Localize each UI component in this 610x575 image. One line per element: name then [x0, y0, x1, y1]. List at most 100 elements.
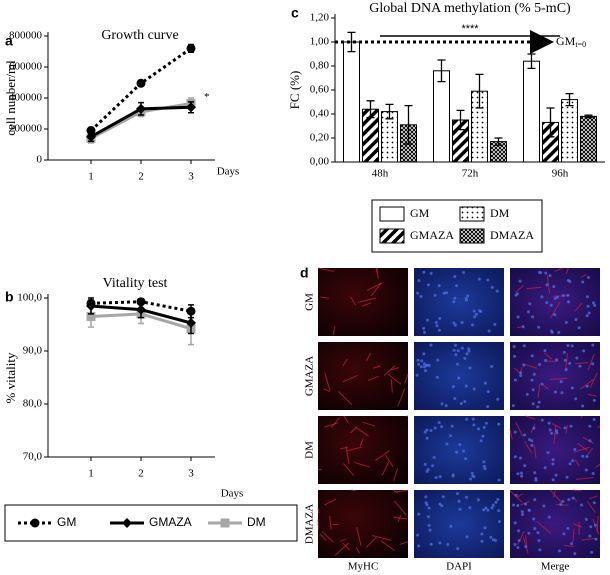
- fiber: [334, 542, 350, 556]
- nucleus: [496, 498, 500, 502]
- nucleus: [513, 455, 517, 459]
- fiber: [342, 542, 350, 551]
- micrograph: [414, 416, 504, 484]
- marker: [186, 317, 196, 328]
- nucleus: [562, 350, 566, 354]
- legend-label: GM: [410, 206, 430, 220]
- nucleus: [429, 343, 433, 347]
- nucleus: [532, 426, 536, 430]
- fiber: [582, 436, 594, 444]
- nucleus: [450, 424, 454, 428]
- fiber: [525, 415, 536, 420]
- nucleus: [590, 550, 594, 554]
- error-bar: [347, 31, 356, 53]
- fiber: [330, 417, 341, 428]
- fiber: [592, 518, 600, 535]
- legend-swatch: [459, 228, 485, 244]
- y-tick-label: 200000: [9, 123, 43, 135]
- nucleus: [468, 506, 472, 510]
- nucleus: [511, 404, 515, 408]
- x-tick-label: 48h: [372, 168, 389, 180]
- y-tick-label: 90,0: [23, 345, 43, 357]
- nucleus: [553, 313, 557, 317]
- nucleus: [532, 517, 536, 521]
- fiber: [397, 388, 406, 407]
- nucleus: [560, 391, 564, 395]
- nucleus: [427, 506, 431, 510]
- fiber: [342, 463, 355, 476]
- panel-label: c: [291, 5, 299, 21]
- nucleus: [575, 356, 579, 360]
- fiber: [586, 500, 596, 513]
- nucleus: [487, 329, 491, 333]
- nucleus: [512, 344, 516, 348]
- nucleus: [520, 513, 524, 517]
- nucleus: [587, 276, 591, 280]
- nucleus: [567, 300, 571, 304]
- nucleus: [451, 385, 455, 389]
- row-label: DM: [304, 441, 316, 459]
- nucleus: [519, 374, 523, 378]
- fiber: [350, 296, 357, 306]
- fiber: [404, 373, 409, 384]
- fiber: [380, 540, 395, 551]
- marker: [186, 306, 196, 316]
- nucleus: [438, 502, 442, 506]
- legend-swatch: [379, 228, 405, 244]
- nucleus: [477, 427, 481, 431]
- panel-label: b: [5, 289, 14, 305]
- nucleus: [523, 433, 527, 437]
- fiber: [370, 282, 383, 297]
- fiber: [577, 442, 588, 451]
- fiber: [574, 459, 580, 467]
- fiber: [367, 375, 379, 382]
- fiber: [572, 523, 583, 528]
- legend-swatch: [379, 206, 405, 222]
- y-tick-label: 400000: [9, 92, 43, 104]
- nucleus: [544, 358, 548, 362]
- fiber: [581, 537, 597, 541]
- fiber: [340, 538, 347, 542]
- nucleus: [426, 283, 430, 287]
- bar: [561, 99, 578, 163]
- nucleus: [486, 278, 490, 282]
- nucleus: [516, 503, 520, 507]
- nucleus: [437, 284, 441, 288]
- fiber: [324, 422, 339, 428]
- fiber: [372, 365, 381, 369]
- nucleus: [416, 358, 420, 362]
- nucleus: [454, 343, 458, 347]
- error-bar: [565, 92, 574, 107]
- micrograph: [318, 490, 408, 558]
- nucleus: [587, 311, 591, 315]
- marker: [86, 126, 96, 136]
- nucleus: [539, 271, 543, 275]
- x-tick-label: 2: [138, 171, 144, 183]
- nucleus: [530, 439, 534, 443]
- fiber: [320, 296, 329, 299]
- fiber: [354, 426, 369, 437]
- nucleus: [460, 346, 464, 350]
- nucleus: [458, 507, 462, 511]
- nucleus: [432, 455, 436, 459]
- nucleus: [547, 421, 551, 425]
- nucleus: [484, 421, 488, 425]
- nucleus: [591, 471, 595, 475]
- nucleus: [566, 293, 570, 297]
- micrograph: [510, 342, 600, 410]
- marker: [136, 78, 146, 88]
- nucleus: [536, 531, 540, 535]
- legend-box: [4, 504, 298, 542]
- fiber: [321, 531, 334, 543]
- fiber: [340, 446, 349, 450]
- nucleus: [584, 468, 588, 472]
- nucleus: [440, 425, 444, 429]
- bar: [523, 60, 540, 163]
- fiber: [587, 447, 593, 456]
- fiber: [324, 498, 337, 506]
- error-bar: [475, 73, 484, 109]
- nucleus: [462, 270, 466, 274]
- nucleus: [425, 503, 429, 507]
- y-tick-label: 1,20: [310, 12, 330, 24]
- nucleus: [480, 532, 484, 536]
